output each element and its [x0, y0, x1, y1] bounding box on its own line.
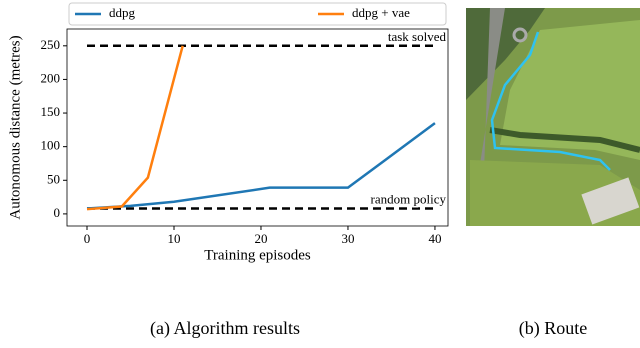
plot-frame [66, 28, 449, 227]
x-axis-label: Training episodes [204, 247, 311, 263]
y-tick-label: 0 [54, 205, 61, 220]
x-tick-label: 10 [167, 231, 180, 246]
series-line [86, 45, 184, 211]
chart-caption: (a) Algorithm results [150, 318, 300, 339]
y-tick-label: 250 [41, 37, 61, 52]
reference-label: random policy [371, 192, 447, 207]
y-tick-label: 150 [41, 104, 61, 119]
legend-box [68, 2, 447, 26]
x-tick-label: 40 [428, 231, 441, 246]
legend-label: ddpg + vae [352, 5, 410, 20]
y-tick-label: 50 [47, 171, 60, 186]
y-tick-label: 200 [41, 70, 61, 85]
route-image [466, 8, 640, 226]
y-tick-label: 100 [41, 138, 61, 153]
x-tick-label: 20 [254, 231, 267, 246]
x-tick-label: 0 [84, 231, 91, 246]
legend-label: ddpg [109, 5, 136, 20]
route-caption: (b) Route [519, 318, 587, 339]
x-tick-label: 30 [341, 231, 354, 246]
reference-label: task solved [388, 29, 447, 44]
y-axis-label: Autonomous distance (metres) [7, 35, 23, 219]
